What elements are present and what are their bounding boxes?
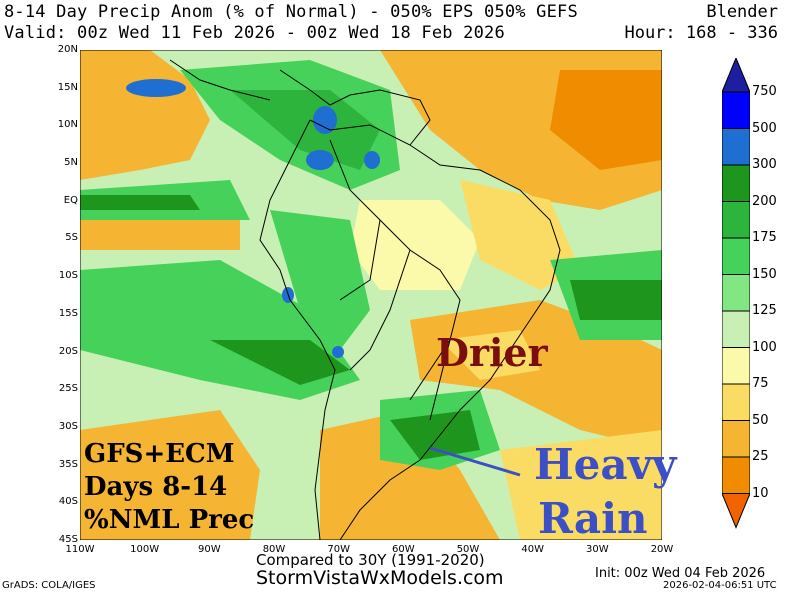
lon-tick: 50W (456, 544, 480, 555)
very-dry-north-atlantic (550, 70, 662, 170)
lon-tick: 80W (262, 544, 286, 555)
colorbar-bottom-arrow (722, 493, 750, 529)
lon-tick: 20W (650, 544, 674, 555)
wet-core-atlantic (570, 280, 662, 320)
lat-tick: 15S (58, 307, 78, 319)
lat-tick: 5N (64, 157, 78, 169)
forecast-hours: Hour: 168 - 336 (624, 23, 778, 43)
lon-tick: 90W (198, 544, 221, 555)
blue-max-venezuela (364, 151, 380, 169)
rain-label: Rain (538, 494, 648, 543)
init-time: Init: 00z Wed 04 Feb 2026 (595, 566, 766, 581)
dry-area-southeast-pacific (80, 410, 260, 540)
colorbar-level-label: 75 (752, 376, 769, 391)
precip-anomaly-map (80, 50, 662, 540)
colorbar-level-label: 750 (752, 84, 777, 99)
dry-area-northeast-brazil (460, 180, 580, 290)
lon-tick: 70W (327, 544, 350, 555)
colorbar-segment (722, 274, 750, 312)
colorbar (722, 58, 750, 529)
colorbar-segment (722, 164, 750, 202)
lon-tick: 40W (521, 544, 544, 555)
lat-tick: 20N (57, 44, 78, 55)
heavy-rain-southern-brazil (390, 410, 480, 460)
colorbar-level-label: 300 (752, 157, 777, 172)
colorbar-level-label: 100 (752, 339, 777, 355)
colorbar-segment (722, 237, 750, 275)
lat-tick: 10N (57, 119, 78, 131)
colorbar-level-label: 50 (752, 412, 769, 428)
colorbar-level-label: 200 (752, 193, 777, 209)
colorbar-segment (722, 128, 750, 166)
grads-credit: GrADS: COLA/IGES (2, 580, 96, 591)
blue-max-colombia (306, 150, 334, 170)
colorbar-level-label: 150 (752, 266, 777, 282)
lon-tick: 30W (586, 544, 609, 555)
wet-core-itcz (80, 195, 200, 210)
lat-tick: 35S (58, 458, 78, 470)
lat-tick: 10S (58, 270, 78, 282)
lat-tick: 45S (58, 534, 78, 545)
drier-label: Drier (436, 330, 548, 375)
blue-max-pacific (126, 79, 186, 97)
colorbar-segment (722, 456, 750, 494)
colorbar-top-arrow (722, 58, 750, 93)
colorbar-level-label: 10 (752, 485, 769, 501)
climatology-note: Compared to 30Y (1991-2020) (256, 551, 485, 569)
colorbar-segment (722, 420, 750, 458)
lat-tick: 25S (58, 383, 78, 395)
lat-tick: 40S (58, 496, 78, 508)
valid-period: Valid: 00z Wed 11 Feb 2026 - 00z Wed 18 … (4, 23, 505, 43)
lat-tick: 30S (58, 420, 78, 432)
lat-tick: 5S (65, 232, 78, 244)
lon-tick: 110W (65, 544, 95, 555)
heavy-label: Heavy (534, 440, 677, 489)
lat-tick: EQ (63, 194, 78, 206)
dry-area-argentina (320, 410, 500, 540)
dry-area-south-atlantic (500, 430, 662, 540)
blue-max-caribbean (313, 106, 337, 134)
lat-tick: 20S (58, 345, 78, 357)
lon-tick: 100W (130, 544, 160, 555)
lat-tick: 15N (57, 81, 78, 93)
map-title: 8-14 Day Precip Anom (% of Normal) - 050… (4, 2, 578, 22)
colorbar-level-label: 125 (752, 303, 777, 318)
colorbar-level-label: 25 (752, 449, 769, 464)
model-label-line2: Days 8-14 (84, 472, 228, 502)
lon-tick: 60W (392, 544, 415, 555)
colorbar-segment (722, 91, 750, 129)
blender-label: Blender (706, 2, 778, 22)
timestamp: 2026-02-04-06:51 UTC (663, 580, 777, 591)
colorbar-segment (722, 310, 750, 348)
colorbar-segment (722, 347, 750, 385)
colorbar-level-label: 175 (752, 230, 777, 245)
colorbar-level-label: 500 (752, 120, 777, 136)
colorbar-segment (722, 201, 750, 239)
model-label: GFS+ECM Days 8-14 %NML Prec (84, 438, 254, 537)
model-label-line3: %NML Prec (84, 505, 255, 535)
model-label-line1: GFS+ECM (84, 439, 235, 469)
coastlines (169, 59, 561, 540)
wet-core-southeast-pacific (210, 340, 350, 385)
blue-max-bolivia (332, 346, 344, 358)
heavy-rain-arrow (429, 446, 521, 477)
colorbar-segment (722, 383, 750, 421)
website-label: StormVistaWxModels.com (256, 567, 504, 589)
wet-area-andes (270, 210, 370, 350)
